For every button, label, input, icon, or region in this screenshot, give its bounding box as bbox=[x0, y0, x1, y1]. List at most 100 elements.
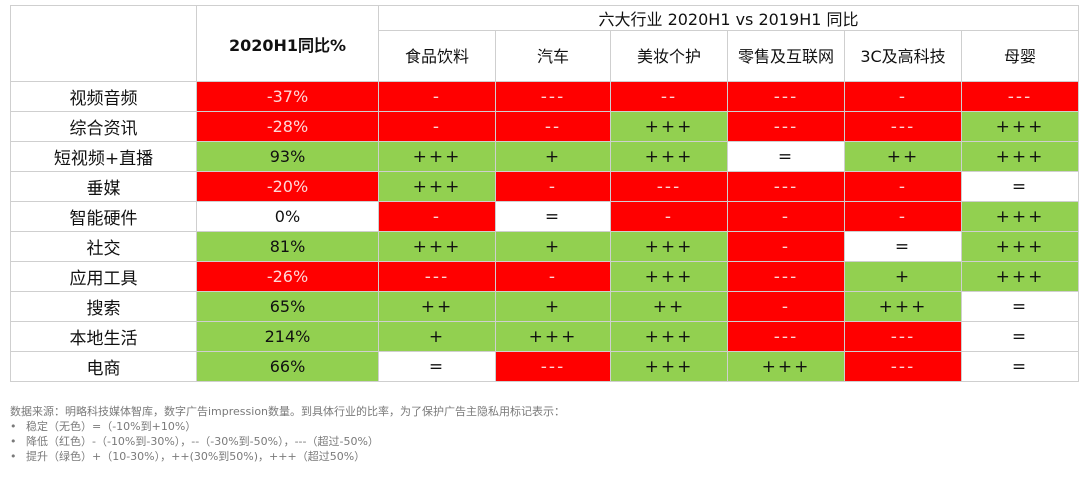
industry-trend-cell: = bbox=[495, 201, 611, 232]
industry-trend-cell: +++ bbox=[961, 261, 1079, 292]
yoy-percent-cell: -28% bbox=[196, 111, 379, 142]
industry-trend-cell: +++ bbox=[378, 231, 496, 262]
industry-trend-cell: --- bbox=[378, 261, 496, 292]
row-category-label: 短视频+直播 bbox=[10, 141, 197, 172]
table-row: 社交 81% +++ + +++ - = +++ bbox=[10, 231, 1079, 262]
footnote-source: 数据来源：明略科技媒体智库，数字广告impression数量。到具体行业的比率，… bbox=[10, 405, 566, 418]
industry-trend-cell: = bbox=[961, 171, 1079, 202]
row-category-label: 搜索 bbox=[10, 291, 197, 322]
industry-trend-cell: --- bbox=[727, 81, 845, 112]
table-row: 应用工具 -26% --- - +++ --- + +++ bbox=[10, 261, 1079, 292]
industry-trend-cell: = bbox=[844, 231, 962, 262]
industry-trend-cell: - bbox=[844, 201, 962, 232]
industry-trend-cell: + bbox=[378, 321, 496, 352]
industry-header-cell: 母婴 bbox=[961, 30, 1079, 82]
industry-trend-cell: = bbox=[378, 351, 496, 382]
yoy-percent-cell: -20% bbox=[196, 171, 379, 202]
table-body: 视频音频 -37% - --- -- --- - --- 综合资讯 -28% - -- +++ --- --… bbox=[10, 81, 1079, 382]
industry-trend-cell: +++ bbox=[610, 231, 728, 262]
footnote-item-label: 稳定（无色）=（-10%到+10%） bbox=[26, 420, 197, 433]
metric-header: 2020H1同比% bbox=[196, 5, 379, 82]
industry-trend-cell: --- bbox=[610, 171, 728, 202]
industry-trend-cell: - bbox=[727, 201, 845, 232]
industry-trend-cell: ++ bbox=[378, 291, 496, 322]
industry-header-cell: 美妆个护 bbox=[610, 30, 728, 82]
industry-trend-cell: +++ bbox=[610, 111, 728, 142]
industry-trend-cell: +++ bbox=[961, 141, 1079, 172]
table-row: 短视频+直播 93% +++ + +++ = ++ +++ bbox=[10, 141, 1079, 172]
industry-trend-cell: +++ bbox=[378, 141, 496, 172]
industry-header-row: 食品饮料 汽车 美妆个护 零售及互联网 3C及高科技 母婴 bbox=[11, 30, 1079, 82]
row-category-label: 应用工具 bbox=[10, 261, 197, 292]
row-category-label: 社交 bbox=[10, 231, 197, 262]
row-category-label: 智能硬件 bbox=[10, 201, 197, 232]
row-category-label: 垂媒 bbox=[10, 171, 197, 202]
industry-trend-cell: +++ bbox=[961, 231, 1079, 262]
industry-header-cell: 3C及高科技 bbox=[844, 30, 962, 82]
table-row: 电商 66% = --- +++ +++ --- = bbox=[10, 351, 1079, 382]
row-category-label: 电商 bbox=[10, 351, 197, 382]
industry-trend-cell: = bbox=[961, 321, 1079, 352]
industry-trend-cell: + bbox=[844, 261, 962, 292]
industry-trend-cell: + bbox=[495, 231, 611, 262]
yoy-percent-cell: 81% bbox=[196, 231, 379, 262]
industry-header-cell: 食品饮料 bbox=[378, 30, 496, 82]
footnote-item: • 降低（红色）-（-10%到-30%），--（-30%到-50%），---（超过… bbox=[10, 434, 565, 449]
footnote-item: • 稳定（无色）=（-10%到+10%） bbox=[10, 419, 565, 434]
industry-trend-cell: = bbox=[727, 141, 845, 172]
industry-trend-cell: -- bbox=[495, 111, 611, 142]
industry-trend-cell: - bbox=[495, 171, 611, 202]
table-row: 视频音频 -37% - --- -- --- - --- bbox=[10, 81, 1079, 112]
industry-trend-cell: --- bbox=[961, 81, 1079, 112]
industry-trend-cell: +++ bbox=[844, 291, 962, 322]
industry-trend-cell: - bbox=[727, 231, 845, 262]
industry-trend-cell: --- bbox=[727, 171, 845, 202]
industry-trend-cell: - bbox=[844, 81, 962, 112]
bullet-icon: • bbox=[10, 435, 17, 448]
industry-trend-cell: +++ bbox=[378, 171, 496, 202]
yoy-percent-cell: 0% bbox=[196, 201, 379, 232]
industry-trend-cell: --- bbox=[727, 111, 845, 142]
industry-trend-cell: +++ bbox=[610, 141, 728, 172]
industry-trend-cell: = bbox=[961, 351, 1079, 382]
industry-trend-cell: - bbox=[610, 201, 728, 232]
bullet-icon: • bbox=[10, 450, 17, 463]
industry-trend-cell: +++ bbox=[727, 351, 845, 382]
industry-trend-cell: - bbox=[378, 81, 496, 112]
industry-trend-cell: --- bbox=[727, 321, 845, 352]
industry-header-cell: 汽车 bbox=[495, 30, 611, 82]
industry-trend-cell: - bbox=[495, 261, 611, 292]
industry-trend-cell: -- bbox=[610, 81, 728, 112]
table-row: 智能硬件 0% - = - - - +++ bbox=[10, 201, 1079, 232]
yoy-percent-cell: 93% bbox=[196, 141, 379, 172]
industry-trend-cell: + bbox=[495, 291, 611, 322]
industry-trend-cell: - bbox=[727, 291, 845, 322]
industry-trend-cell: - bbox=[844, 171, 962, 202]
yoy-percent-cell: 214% bbox=[196, 321, 379, 352]
industry-trend-cell: +++ bbox=[495, 321, 611, 352]
yoy-percent-cell: 65% bbox=[196, 291, 379, 322]
yoy-percent-cell: 66% bbox=[196, 351, 379, 382]
industry-trend-cell: --- bbox=[495, 81, 611, 112]
yoy-percent-cell: -37% bbox=[196, 81, 379, 112]
group-header: 六大行业 2020H1 vs 2019H1 同比 bbox=[378, 5, 1079, 31]
bullet-icon: • bbox=[10, 420, 17, 433]
industry-trend-cell: --- bbox=[844, 351, 962, 382]
industry-trend-cell: = bbox=[961, 291, 1079, 322]
row-category-label: 视频音频 bbox=[10, 81, 197, 112]
industry-trend-cell: --- bbox=[495, 351, 611, 382]
industry-trend-cell: +++ bbox=[610, 261, 728, 292]
row-category-label: 本地生活 bbox=[10, 321, 197, 352]
industry-trend-cell: +++ bbox=[610, 321, 728, 352]
industry-trend-cell: + bbox=[495, 141, 611, 172]
industry-trend-cell: --- bbox=[727, 261, 845, 292]
industry-trend-cell: +++ bbox=[610, 351, 728, 382]
industry-trend-cell: +++ bbox=[961, 201, 1079, 232]
industry-trend-cell: ++ bbox=[610, 291, 728, 322]
table-row: 搜索 65% ++ + ++ - +++ = bbox=[10, 291, 1079, 322]
industry-header-cell: 零售及互联网 bbox=[727, 30, 845, 82]
footnote: 数据来源：明略科技媒体智库，数字广告impression数量。到具体行业的比率，… bbox=[10, 404, 565, 464]
table-row: 本地生活 214% + +++ +++ --- --- = bbox=[10, 321, 1079, 352]
industry-trend-cell: ++ bbox=[844, 141, 962, 172]
row-category-label: 综合资讯 bbox=[10, 111, 197, 142]
